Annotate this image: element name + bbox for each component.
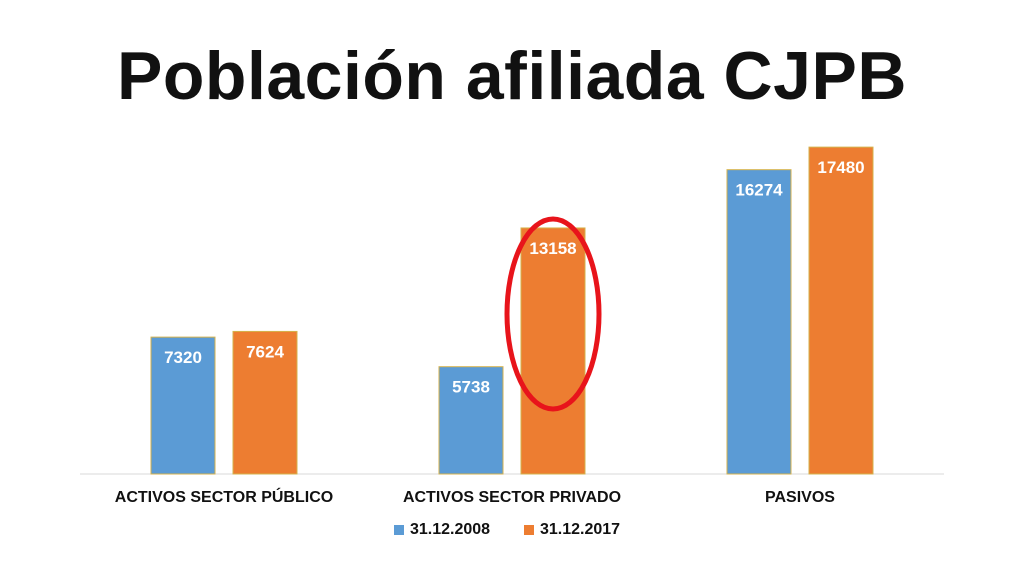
bar-1-2 (232, 330, 298, 475)
bar-1-1 (150, 336, 216, 475)
bar-3-2 (808, 146, 874, 475)
legend-swatch (524, 525, 534, 535)
category-label: PASIVOS (765, 489, 835, 506)
bar-2-2 (520, 227, 586, 475)
page-title: Población afiliada CJPB (117, 38, 907, 114)
bar-3-1 (726, 169, 792, 475)
data-label: 7624 (246, 342, 284, 361)
legend-label: 31.12.2008 (410, 521, 490, 538)
legend-label: 31.12.2017 (540, 521, 620, 538)
data-label: 16274 (735, 181, 783, 200)
highlight-ellipse (504, 216, 602, 412)
data-label: 17480 (817, 158, 864, 177)
bar-2-1 (438, 366, 504, 475)
data-label: 5738 (452, 378, 490, 397)
category-label: ACTIVOS SECTOR PRIVADO (403, 489, 621, 506)
category-label: ACTIVOS SECTOR PÚBLICO (115, 487, 333, 506)
data-label: 13158 (529, 239, 576, 258)
data-label: 7320 (164, 348, 202, 367)
legend-swatch (394, 525, 404, 535)
